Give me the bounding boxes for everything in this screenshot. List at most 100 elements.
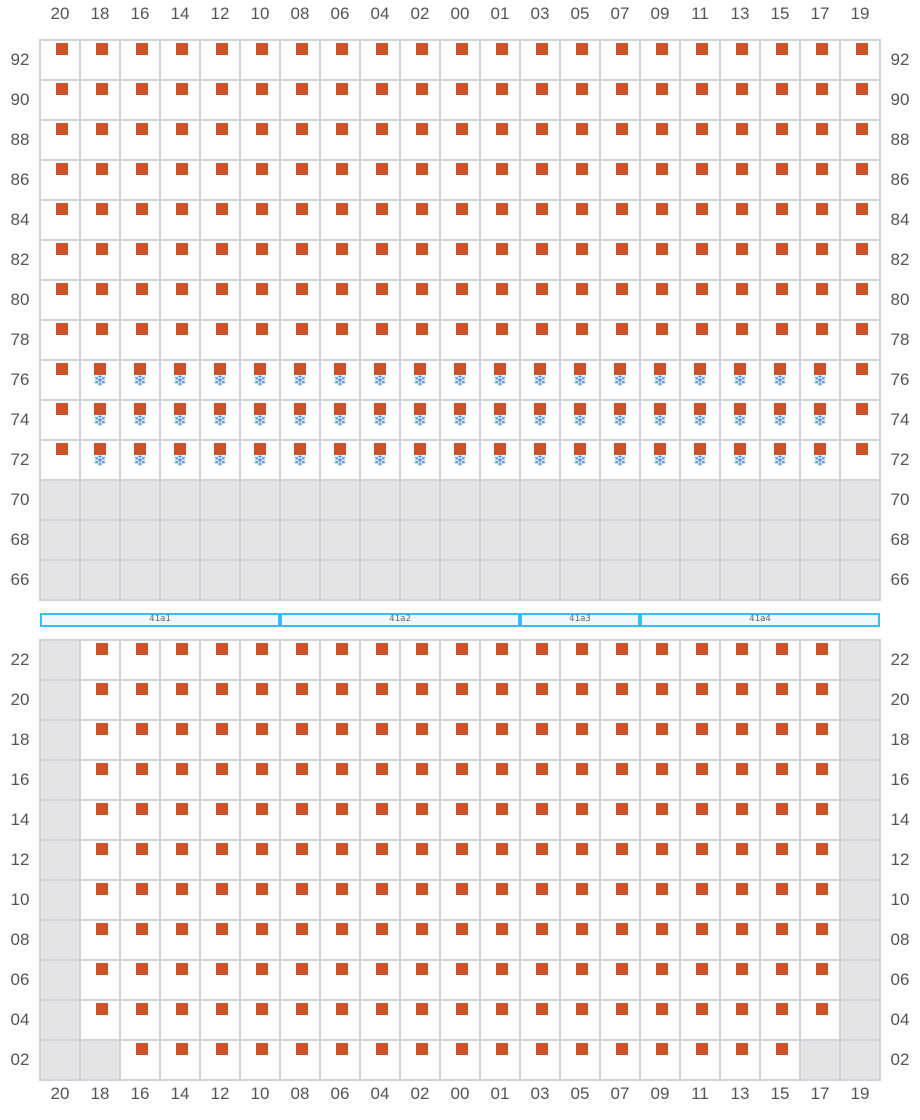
- slot-82-10[interactable]: [240, 240, 280, 280]
- slot-78-11[interactable]: [680, 320, 720, 360]
- slot-72-15[interactable]: ❄: [760, 440, 800, 480]
- slot-08-02[interactable]: [400, 920, 440, 960]
- slot-02-13[interactable]: [720, 1040, 760, 1080]
- slot-10-12[interactable]: [200, 880, 240, 920]
- slot-08-16[interactable]: [120, 920, 160, 960]
- slot-04-07[interactable]: [600, 1000, 640, 1040]
- slot-12-13[interactable]: [720, 840, 760, 880]
- slot-10-04[interactable]: [360, 880, 400, 920]
- slot-88-03[interactable]: [520, 120, 560, 160]
- slot-04-01[interactable]: [480, 1000, 520, 1040]
- slot-76-17[interactable]: ❄: [800, 360, 840, 400]
- slot-76-20[interactable]: [40, 360, 80, 400]
- slot-74-02[interactable]: ❄: [400, 400, 440, 440]
- slot-16-18[interactable]: [80, 760, 120, 800]
- slot-84-14[interactable]: [160, 200, 200, 240]
- slot-10-09[interactable]: [640, 880, 680, 920]
- slot-74-01[interactable]: ❄: [480, 400, 520, 440]
- slot-88-05[interactable]: [560, 120, 600, 160]
- slot-92-06[interactable]: [320, 40, 360, 80]
- slot-76-01[interactable]: ❄: [480, 360, 520, 400]
- section-41a2[interactable]: 41a2: [280, 613, 520, 627]
- slot-86-15[interactable]: [760, 160, 800, 200]
- slot-82-04[interactable]: [360, 240, 400, 280]
- slot-12-02[interactable]: [400, 840, 440, 880]
- slot-76-07[interactable]: ❄: [600, 360, 640, 400]
- slot-12-00[interactable]: [440, 840, 480, 880]
- slot-92-09[interactable]: [640, 40, 680, 80]
- slot-74-18[interactable]: ❄: [80, 400, 120, 440]
- slot-20-14[interactable]: [160, 680, 200, 720]
- slot-88-14[interactable]: [160, 120, 200, 160]
- slot-80-20[interactable]: [40, 280, 80, 320]
- slot-14-16[interactable]: [120, 800, 160, 840]
- slot-20-04[interactable]: [360, 680, 400, 720]
- slot-18-11[interactable]: [680, 720, 720, 760]
- slot-06-02[interactable]: [400, 960, 440, 1000]
- slot-88-16[interactable]: [120, 120, 160, 160]
- slot-16-05[interactable]: [560, 760, 600, 800]
- slot-08-12[interactable]: [200, 920, 240, 960]
- slot-78-08[interactable]: [280, 320, 320, 360]
- slot-06-10[interactable]: [240, 960, 280, 1000]
- slot-84-07[interactable]: [600, 200, 640, 240]
- slot-16-13[interactable]: [720, 760, 760, 800]
- slot-02-04[interactable]: [360, 1040, 400, 1080]
- slot-04-09[interactable]: [640, 1000, 680, 1040]
- slot-86-17[interactable]: [800, 160, 840, 200]
- slot-90-08[interactable]: [280, 80, 320, 120]
- slot-14-00[interactable]: [440, 800, 480, 840]
- slot-86-18[interactable]: [80, 160, 120, 200]
- slot-76-02[interactable]: ❄: [400, 360, 440, 400]
- slot-10-17[interactable]: [800, 880, 840, 920]
- slot-82-02[interactable]: [400, 240, 440, 280]
- slot-82-01[interactable]: [480, 240, 520, 280]
- slot-78-02[interactable]: [400, 320, 440, 360]
- slot-06-04[interactable]: [360, 960, 400, 1000]
- slot-20-16[interactable]: [120, 680, 160, 720]
- slot-12-08[interactable]: [280, 840, 320, 880]
- slot-04-17[interactable]: [800, 1000, 840, 1040]
- slot-72-05[interactable]: ❄: [560, 440, 600, 480]
- slot-84-19[interactable]: [840, 200, 880, 240]
- slot-88-20[interactable]: [40, 120, 80, 160]
- slot-82-05[interactable]: [560, 240, 600, 280]
- slot-16-12[interactable]: [200, 760, 240, 800]
- slot-18-07[interactable]: [600, 720, 640, 760]
- slot-88-18[interactable]: [80, 120, 120, 160]
- slot-06-11[interactable]: [680, 960, 720, 1000]
- slot-10-02[interactable]: [400, 880, 440, 920]
- slot-80-06[interactable]: [320, 280, 360, 320]
- slot-82-07[interactable]: [600, 240, 640, 280]
- slot-72-13[interactable]: ❄: [720, 440, 760, 480]
- slot-78-09[interactable]: [640, 320, 680, 360]
- slot-12-18[interactable]: [80, 840, 120, 880]
- slot-08-04[interactable]: [360, 920, 400, 960]
- slot-78-06[interactable]: [320, 320, 360, 360]
- slot-80-07[interactable]: [600, 280, 640, 320]
- slot-84-05[interactable]: [560, 200, 600, 240]
- slot-76-15[interactable]: ❄: [760, 360, 800, 400]
- slot-14-05[interactable]: [560, 800, 600, 840]
- slot-80-16[interactable]: [120, 280, 160, 320]
- slot-90-00[interactable]: [440, 80, 480, 120]
- slot-16-08[interactable]: [280, 760, 320, 800]
- slot-82-12[interactable]: [200, 240, 240, 280]
- slot-16-14[interactable]: [160, 760, 200, 800]
- slot-20-10[interactable]: [240, 680, 280, 720]
- slot-80-04[interactable]: [360, 280, 400, 320]
- slot-10-05[interactable]: [560, 880, 600, 920]
- slot-74-16[interactable]: ❄: [120, 400, 160, 440]
- slot-78-00[interactable]: [440, 320, 480, 360]
- slot-02-00[interactable]: [440, 1040, 480, 1080]
- slot-04-18[interactable]: [80, 1000, 120, 1040]
- slot-12-05[interactable]: [560, 840, 600, 880]
- slot-10-18[interactable]: [80, 880, 120, 920]
- slot-08-05[interactable]: [560, 920, 600, 960]
- slot-92-12[interactable]: [200, 40, 240, 80]
- slot-76-19[interactable]: [840, 360, 880, 400]
- slot-84-02[interactable]: [400, 200, 440, 240]
- slot-88-10[interactable]: [240, 120, 280, 160]
- slot-08-08[interactable]: [280, 920, 320, 960]
- slot-02-08[interactable]: [280, 1040, 320, 1080]
